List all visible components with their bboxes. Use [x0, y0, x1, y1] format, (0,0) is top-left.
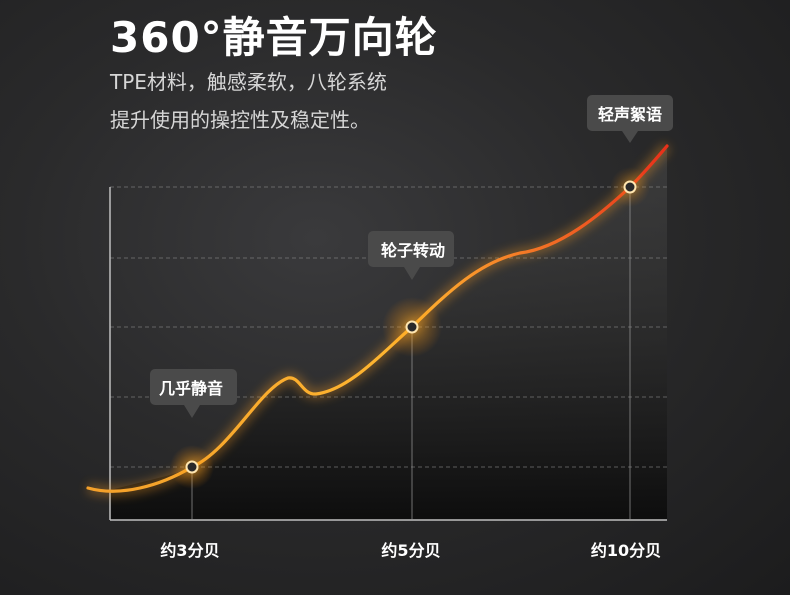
x-tick-label: 约10分贝	[590, 541, 662, 560]
subtitle-line-1: TPE材料，触感柔软，八轮系统	[110, 70, 387, 94]
page-title: 360°静音万向轮	[110, 13, 438, 62]
data-point	[623, 180, 637, 194]
annotation-label: 轻声絮语	[598, 105, 662, 124]
annotation-label: 轮子转动	[381, 241, 445, 260]
data-point	[405, 320, 419, 334]
x-tick-label: 约3分贝	[160, 541, 220, 560]
callout-bubble	[368, 231, 454, 280]
subtitle-line-2: 提升使用的操控性及稳定性。	[110, 108, 370, 132]
callout-wheel: 轮子转动	[368, 231, 454, 280]
annotation-label: 几乎静音	[159, 379, 223, 398]
area-fill	[110, 146, 667, 520]
data-point	[185, 460, 199, 474]
callout-quiet: 几乎静音	[150, 369, 237, 418]
data-points	[170, 167, 650, 489]
callout-bubble	[150, 369, 237, 418]
x-tick-label: 约5分贝	[381, 541, 441, 560]
callout-bubble	[587, 95, 673, 143]
callout-whisper: 轻声絮语	[587, 95, 673, 143]
